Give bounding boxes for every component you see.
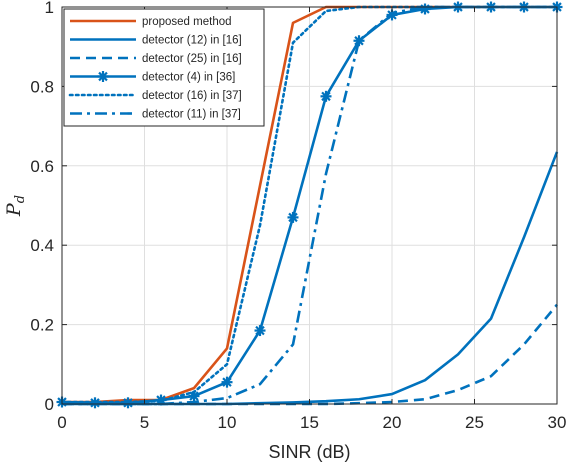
x-tick-label: 20	[383, 413, 402, 432]
y-axis-label-main: P	[3, 202, 25, 217]
legend-box	[63, 8, 265, 127]
legend-item-3: detector (25) in [16]	[70, 53, 242, 65]
x-tick-label: 30	[548, 413, 567, 432]
legend-label: detector (11) in [37]	[142, 109, 241, 121]
data-point-marker	[221, 376, 233, 388]
legend: proposed method detector (12) in [16] dete…	[63, 8, 265, 127]
x-tick-label: 25	[465, 413, 484, 432]
x-tick-label: 10	[218, 413, 237, 432]
y-tick-label: 0.6	[30, 157, 54, 176]
legend-item-2: detector (12) in [16]	[70, 35, 242, 47]
x-tick-label: 5	[140, 413, 149, 432]
data-point-marker	[320, 90, 332, 102]
legend-label: detector (12) in [16]	[142, 35, 242, 47]
x-tick-label: 15	[300, 413, 319, 432]
legend-item-1: proposed method	[70, 16, 232, 28]
x-tick-label: 0	[57, 413, 66, 432]
y-tick-label: 0	[45, 395, 54, 414]
legend-label: detector (16) in [37]	[142, 90, 242, 102]
legend-label: proposed method	[142, 16, 232, 28]
y-tick-label: 0.8	[30, 77, 54, 96]
legend-item-5: detector (16) in [37]	[68, 90, 242, 102]
data-point-marker	[419, 3, 431, 15]
y-axis-label: Pd	[3, 195, 28, 217]
y-tick-label: 0.4	[30, 236, 54, 255]
legend-label: detector (4) in [36]	[142, 72, 235, 84]
legend-marker	[97, 71, 109, 82]
data-point-marker	[254, 325, 266, 337]
y-axis-label-subscript: d	[13, 195, 28, 203]
legend-item-6: detector (11) in [37]	[70, 109, 241, 121]
legend-label: detector (25) in [16]	[142, 53, 242, 65]
x-axis-label: SINR (dB)	[268, 442, 350, 462]
data-point-marker	[287, 211, 299, 223]
y-tick-label: 0.2	[30, 316, 54, 335]
y-tick-label: 1	[45, 0, 54, 17]
legend-item-4: detector (4) in [36]	[70, 71, 235, 84]
